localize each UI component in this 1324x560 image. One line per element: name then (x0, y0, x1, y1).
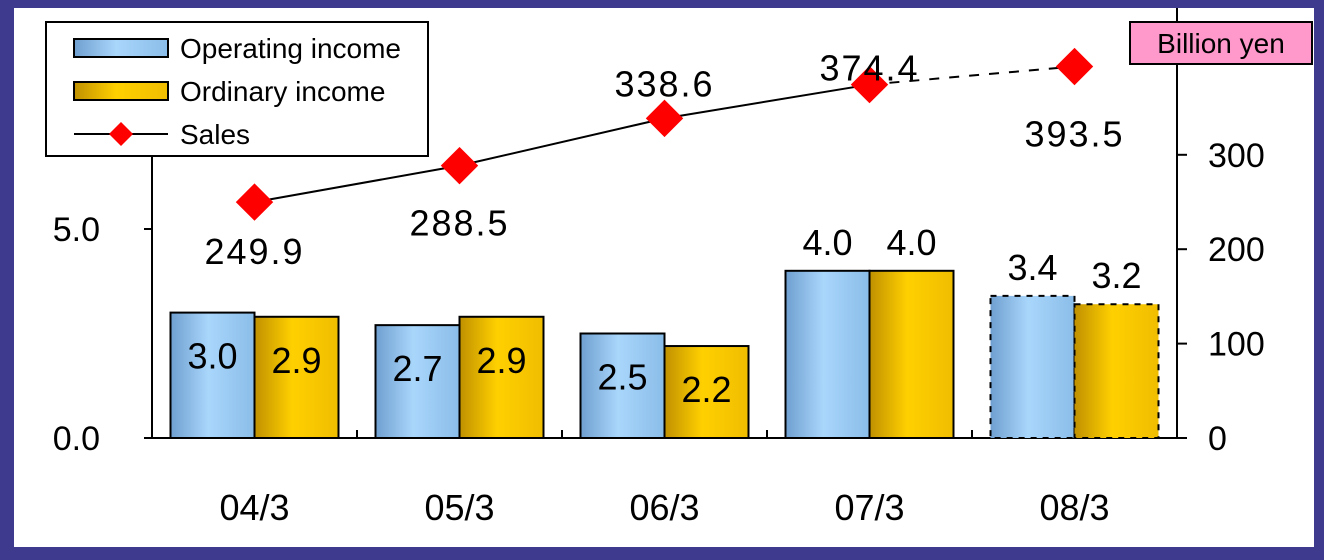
operating-income-label: 2.7 (392, 348, 442, 389)
sales-line-segment (254, 164, 460, 204)
frame-top (0, 0, 1324, 8)
operating-income-label: 3.4 (1007, 247, 1057, 288)
operating-income-label: 2.5 (597, 357, 647, 398)
operating-income-label: 3.0 (187, 336, 237, 377)
sales-label: 338.6 (614, 63, 714, 104)
y-right-tick-label: 100 (1208, 326, 1265, 364)
sales-line-segment (664, 83, 870, 120)
frame-bottom (0, 547, 1324, 560)
sales-point (440, 146, 479, 185)
legend-label: Ordinary income (180, 76, 385, 107)
unit-label: Billion yen (1157, 28, 1285, 59)
ordinary-income-label: 2.9 (476, 340, 526, 381)
ordinary-income-label: 2.2 (681, 369, 731, 410)
legend-label: Operating income (180, 33, 401, 64)
sales-label: 288.5 (409, 203, 509, 244)
sales-line-forecast-segment (869, 65, 1075, 86)
sales-label: 374.4 (819, 48, 919, 89)
sales-point (235, 183, 274, 221)
legend: Operating income Ordinary income Sales (45, 21, 429, 157)
sales-line-segment (459, 117, 665, 167)
ordinary-income-bar (663, 345, 750, 440)
ordinary-income-bar (253, 315, 340, 439)
frame-right (1314, 0, 1324, 560)
legend-swatch (73, 81, 169, 101)
operating-income-bar (784, 269, 871, 439)
ordinary-income-label: 2.9 (271, 340, 321, 381)
x-tick-label: 05/3 (424, 487, 494, 528)
ordinary-income-bar (458, 315, 545, 439)
ordinary-income-bar (1073, 303, 1160, 439)
operating-income-label: 4.0 (802, 222, 852, 263)
x-tick-label: 08/3 (1039, 487, 1109, 528)
sales-label: 393.5 (1024, 114, 1124, 155)
x-tick-label: 07/3 (834, 487, 904, 528)
y-right-tick-label: 0 (1208, 420, 1227, 458)
unit-box (1129, 21, 1313, 65)
x-tick-label: 04/3 (219, 487, 289, 528)
y-left-tick-label: 0.0 (53, 420, 100, 458)
sales-point (645, 99, 684, 138)
operating-income-bar (989, 294, 1076, 439)
ordinary-income-bar (868, 269, 955, 439)
bars-layer (169, 269, 1160, 440)
legend-swatch (73, 38, 169, 58)
y-right-tick-label: 200 (1208, 231, 1265, 269)
y-left-tick-label: 5.0 (53, 211, 100, 249)
ordinary-income-label: 3.2 (1091, 255, 1141, 296)
data-labels-layer: 3.0 2.9 2.7 2.9 2.5 2.2 4.0 4.0 3.4 3.2 249.9 288.5… (187, 48, 1141, 410)
ordinary-income-label: 4.0 (886, 222, 936, 263)
y-right-tick-label: 300 (1208, 137, 1265, 175)
unit-label-box: Billion yen (1129, 21, 1313, 65)
sales-point (1055, 47, 1094, 86)
x-tick-label: 06/3 (629, 487, 699, 528)
operating-income-bar (374, 324, 461, 440)
sales-point (850, 65, 889, 104)
legend-marker (109, 122, 133, 146)
operating-income-bar (169, 311, 256, 440)
axes-layer: 04/3 05/3 06/3 07/3 08/3 0.0 5.0 0 100 200 300 (53, 8, 1265, 528)
sales-label: 249.9 (204, 231, 304, 272)
sales-line-layer (235, 47, 1094, 221)
legend-label: Sales (180, 119, 250, 150)
frame-left (0, 0, 14, 560)
